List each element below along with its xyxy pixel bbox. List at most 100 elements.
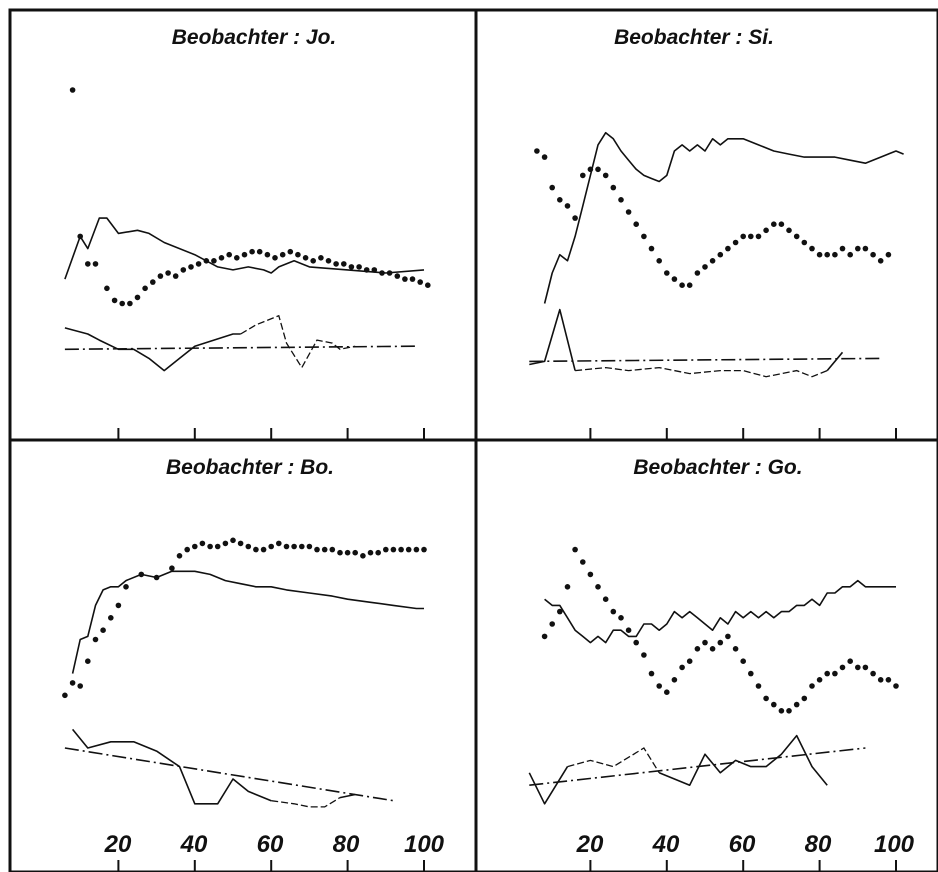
data-point-bo-1-40 — [390, 546, 397, 553]
data-point-si-1-8 — [595, 166, 601, 173]
panel-plot-jo — [64, 87, 431, 440]
data-point-bo-1-3 — [85, 658, 91, 664]
data-point-bo-1-6 — [108, 615, 114, 621]
data-point-go-1-37 — [824, 670, 830, 677]
data-point-jo-1-31 — [310, 258, 317, 264]
data-point-jo-1-34 — [333, 261, 339, 267]
data-point-go-1-2 — [557, 608, 563, 615]
data-point-go-1-14 — [648, 670, 655, 677]
data-point-si-1-32 — [778, 221, 785, 227]
data-point-go-1-6 — [587, 571, 594, 578]
data-point-bo-1-16 — [207, 543, 213, 550]
data-point-go-1-24 — [725, 633, 731, 640]
data-point-bo-1-7 — [115, 602, 122, 609]
data-point-si-1-38 — [824, 251, 830, 258]
data-point-bo-1-25 — [276, 540, 282, 547]
data-point-bo-1-13 — [184, 546, 190, 553]
data-point-si-1-30 — [763, 227, 769, 234]
data-point-si-1-37 — [816, 251, 823, 258]
series-line-go-2-solid — [528, 766, 569, 805]
data-point-si-1-42 — [855, 245, 861, 252]
data-point-go-1-36 — [816, 677, 823, 683]
data-point-go-1-38 — [832, 670, 838, 677]
panel-plot-bo — [62, 537, 427, 872]
data-point-go-1-15 — [656, 683, 662, 689]
data-point-go-1-27 — [748, 670, 754, 677]
data-point-jo-1-2 — [85, 261, 91, 267]
data-point-si-1-33 — [786, 227, 792, 234]
data-point-bo-1-9 — [138, 571, 145, 578]
data-point-jo-1-5 — [111, 297, 118, 304]
data-point-jo-1-37 — [356, 264, 362, 270]
data-point-jo-1-19 — [218, 254, 225, 261]
panel-title-go: Beobachter : Go. — [633, 456, 802, 479]
data-point-go-1-41 — [855, 664, 861, 671]
data-point-bo-1-29 — [306, 543, 313, 550]
x-tick-label-right-100: 100 — [874, 831, 915, 858]
data-point-go-1-0 — [541, 633, 548, 640]
data-point-jo-1-32 — [318, 254, 324, 261]
series-line-jo-3-dashed — [240, 314, 356, 369]
data-point-si-1-35 — [801, 239, 808, 246]
data-point-jo-1-6 — [119, 300, 125, 307]
series-line-bo-2-solid — [71, 728, 272, 805]
panel-title-bo: Beobachter : Bo. — [166, 456, 334, 479]
series-line-jo-4-dash-dot — [64, 345, 417, 351]
data-point-si-1-22 — [702, 264, 708, 270]
data-point-si-1-28 — [748, 233, 754, 240]
data-point-jo-1-36 — [348, 264, 355, 270]
data-point-bo-1-39 — [383, 546, 389, 553]
data-point-jo-1-25 — [264, 251, 271, 258]
data-point-go-1-22 — [709, 646, 716, 652]
series-line-si-5-dash-dot — [529, 357, 881, 363]
data-point-go-1-45 — [885, 677, 892, 683]
data-point-jo-1-38 — [363, 267, 370, 273]
series-line-bo-4-solid — [339, 793, 356, 799]
data-point-si-1-19 — [679, 282, 685, 289]
data-point-si-1-44 — [870, 251, 876, 258]
data-point-jo-1-14 — [180, 267, 187, 273]
series-line-si-3-dashed — [575, 366, 828, 378]
data-point-si-1-34 — [793, 233, 800, 240]
x-tick-label-right-80: 80 — [805, 831, 832, 858]
data-point-go-1-31 — [778, 708, 785, 714]
data-point-jo-1-10 — [150, 279, 156, 285]
data-point-jo-1-26 — [272, 254, 278, 261]
data-point-go-1-1 — [549, 621, 555, 627]
data-point-si-1-18 — [671, 276, 678, 282]
data-point-go-1-34 — [801, 695, 808, 702]
plot-layer — [62, 87, 904, 872]
data-point-bo-1-18 — [222, 540, 229, 547]
data-point-bo-1-26 — [283, 543, 290, 550]
data-point-go-1-23 — [717, 639, 724, 646]
data-point-jo-1-29 — [295, 251, 301, 258]
data-point-bo-1-21 — [245, 543, 252, 550]
data-point-jo-1-43 — [402, 276, 408, 282]
data-point-si-1-21 — [694, 270, 701, 276]
data-point-si-1-11 — [618, 197, 624, 203]
data-point-go-1-18 — [679, 664, 685, 671]
data-point-bo-1-15 — [199, 540, 206, 547]
data-point-bo-1-5 — [100, 627, 106, 633]
data-point-si-1-27 — [740, 233, 746, 240]
data-point-bo-1-41 — [398, 546, 404, 553]
data-point-go-1-35 — [809, 683, 815, 689]
data-point-jo-1-11 — [157, 273, 164, 279]
panel-frame-top-right — [474, 8, 938, 442]
panel-plot-go — [528, 546, 899, 872]
data-point-go-1-25 — [732, 646, 739, 652]
data-point-jo-1-24 — [256, 248, 263, 255]
data-point-go-1-44 — [877, 677, 884, 683]
data-point-si-1-2 — [549, 184, 555, 191]
x-tick-label-left-80: 80 — [333, 831, 360, 858]
data-point-go-1-12 — [633, 639, 639, 646]
data-point-si-1-6 — [580, 172, 586, 179]
data-point-bo-1-31 — [321, 546, 328, 553]
x-tick-label-right-60: 60 — [729, 831, 756, 858]
data-point-si-1-25 — [725, 245, 731, 252]
data-point-bo-1-43 — [413, 546, 420, 553]
data-point-jo-1-21 — [234, 254, 240, 261]
data-point-jo-1-0 — [69, 87, 76, 93]
data-point-si-1-15 — [648, 245, 655, 252]
